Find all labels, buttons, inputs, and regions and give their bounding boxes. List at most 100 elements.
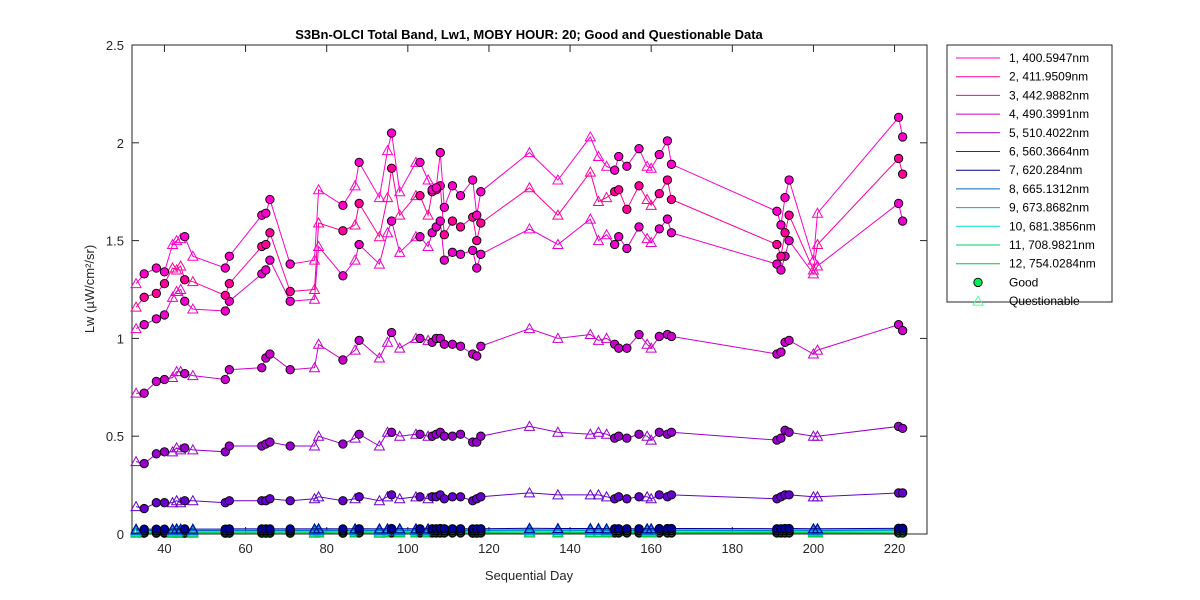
good-point — [898, 132, 908, 142]
x-tick-label: 220 — [884, 541, 906, 556]
good-point — [415, 232, 425, 242]
questionable-point — [600, 428, 613, 439]
good-point — [455, 341, 466, 351]
good-point — [224, 441, 234, 451]
questionable-point — [523, 523, 536, 535]
good-point — [439, 431, 449, 441]
questionable-point — [312, 490, 325, 502]
good-point — [285, 524, 295, 534]
good-point — [634, 429, 644, 439]
questionable-point — [592, 234, 605, 246]
good-point — [386, 216, 397, 226]
good-point — [180, 496, 190, 506]
questionable-point — [523, 322, 536, 334]
good-point — [224, 496, 234, 506]
questionable-point — [811, 259, 824, 271]
legend-entry: 5, 510.4022nm — [1009, 126, 1089, 140]
questionable-point — [645, 236, 658, 248]
good-point — [666, 331, 677, 342]
questionable-point — [592, 334, 605, 345]
questionable-point — [807, 348, 820, 359]
good-point — [431, 183, 441, 193]
questionable-point — [312, 430, 325, 441]
good-point — [784, 523, 794, 534]
y-tick-label: 2.5 — [106, 38, 124, 53]
questionable-point — [552, 488, 564, 500]
questionable-point — [592, 522, 605, 534]
questionable-point — [584, 522, 597, 534]
questionable-point — [523, 222, 536, 234]
good-point — [159, 498, 170, 508]
questionable-point — [592, 526, 605, 537]
good-point — [159, 374, 170, 385]
good-point — [439, 230, 449, 240]
good-point — [893, 112, 904, 123]
good-point — [614, 185, 624, 195]
questionable-point — [170, 285, 183, 296]
good-point — [261, 265, 271, 275]
questionable-point — [552, 523, 564, 535]
good-point — [338, 496, 348, 506]
good-point — [354, 524, 364, 534]
questionable-point — [373, 351, 386, 363]
questionable-point — [170, 234, 183, 246]
questionable-point — [308, 254, 321, 265]
questionable-point — [373, 230, 386, 242]
questionable-point — [393, 492, 406, 504]
questionable-point — [584, 130, 597, 142]
questionable-point — [552, 526, 564, 537]
good-point — [220, 290, 230, 301]
questionable-point — [381, 191, 394, 203]
questionable-point — [186, 275, 199, 287]
questionable-point — [312, 183, 325, 195]
good-point — [662, 175, 673, 185]
good-point — [139, 524, 149, 534]
good-point — [439, 339, 449, 349]
legend-entry: 11, 708.9821nm — [1009, 238, 1095, 252]
good-point — [898, 325, 908, 336]
good-point — [415, 157, 425, 168]
questionable-point — [312, 524, 325, 535]
good-point — [455, 222, 466, 232]
good-point — [654, 523, 664, 534]
legend-marker-label: Good — [1009, 275, 1038, 289]
good-point — [159, 524, 170, 534]
good-point — [468, 245, 478, 256]
questionable-point — [645, 524, 658, 535]
good-point — [415, 492, 425, 502]
good-point — [180, 275, 190, 285]
questionable-point — [166, 371, 179, 383]
good-point — [285, 365, 295, 375]
good-point — [780, 192, 790, 203]
questionable-point — [645, 342, 658, 353]
questionable-point — [130, 524, 142, 535]
legend-box — [946, 44, 1113, 303]
questionable-point — [166, 291, 179, 302]
good-point — [784, 175, 794, 185]
y-axis-label: Lw (µW/cm²/sr) — [82, 245, 97, 333]
good-point — [265, 494, 275, 504]
good-point — [614, 492, 624, 502]
good-point — [455, 249, 466, 259]
questionable-point — [186, 250, 199, 261]
questionable-point — [373, 191, 386, 203]
good-point — [439, 255, 449, 265]
legend-entry: 10, 681.3856nm — [1009, 219, 1096, 233]
good-point — [265, 228, 275, 238]
good-point — [622, 524, 632, 534]
good-point — [386, 163, 397, 173]
questionable-point — [645, 526, 658, 537]
questionable-point — [645, 199, 658, 210]
good-point — [654, 189, 664, 199]
questionable-point — [308, 283, 321, 294]
x-tick-label: 100 — [397, 541, 419, 556]
good-point — [898, 488, 908, 498]
good-point — [898, 423, 908, 434]
y-tick-label: 0.5 — [106, 429, 124, 444]
questionable-point — [312, 338, 325, 349]
series-4 — [130, 320, 908, 398]
good-point — [784, 490, 794, 500]
legend: 1, 400.5947nm 2, 411.9509nm 3, 442.9882nm 4… — [946, 44, 1113, 308]
good-point — [898, 523, 908, 533]
good-point — [338, 200, 348, 211]
